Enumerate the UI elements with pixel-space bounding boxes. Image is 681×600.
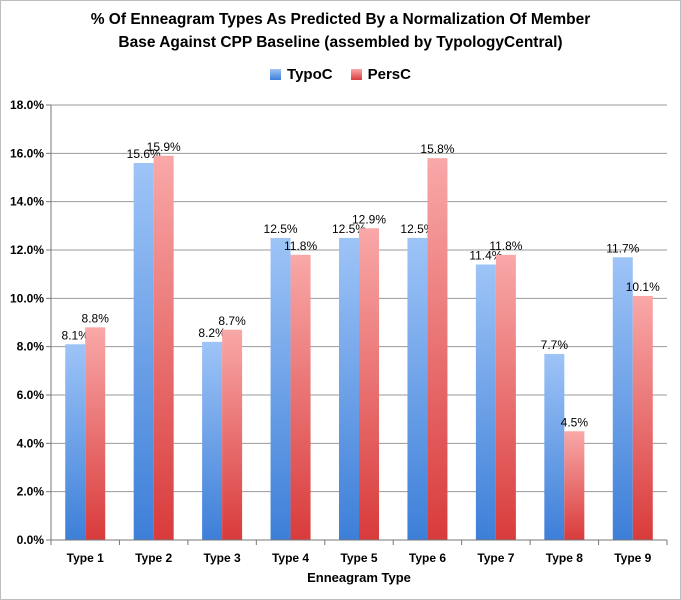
data-label-typoc: 11.7%	[606, 241, 639, 255]
bar-persc	[290, 254, 311, 541]
x-tick-label: Type 6	[409, 551, 446, 565]
bar-typoc	[475, 264, 496, 540]
data-label-persc: 15.8%	[420, 142, 454, 156]
chart-legend: TypoC PersC	[0, 66, 681, 83]
y-tick-label: 18.0%	[10, 98, 44, 112]
y-tick-label: 8.0%	[17, 340, 45, 354]
y-tick-label: 2.0%	[17, 485, 45, 499]
data-label-typoc: 12.5%	[332, 222, 366, 236]
chart-title-line-2: Base Against CPP Baseline (assembled by …	[118, 34, 563, 51]
bar-persc	[495, 254, 516, 541]
bar-persc	[153, 155, 174, 540]
y-tick-label: 0.0%	[17, 533, 45, 547]
data-label-typoc: 12.5%	[400, 222, 434, 236]
bar-typoc	[65, 344, 86, 540]
x-tick-label: Type 8	[546, 551, 583, 565]
data-label-persc: 15.9%	[147, 140, 181, 154]
bar-persc	[85, 327, 106, 540]
y-tick-label: 12.0%	[10, 243, 44, 257]
bar-persc	[632, 295, 653, 540]
data-label-persc: 10.1%	[626, 280, 660, 294]
y-tick-label: 16.0%	[10, 146, 44, 160]
y-tick-label: 6.0%	[17, 388, 45, 402]
data-label-typoc: 12.5%	[264, 222, 298, 236]
data-label-typoc: 8.2%	[198, 326, 226, 340]
legend-label-persc: PersC	[367, 66, 411, 83]
x-tick-label: Type 7	[477, 551, 514, 565]
data-label-typoc: 15.6%	[127, 147, 161, 161]
data-label-persc: 11.8%	[284, 239, 317, 253]
legend-item-typoc: TypoC	[270, 66, 333, 83]
data-label-persc: 11.8%	[489, 239, 522, 253]
x-tick-label: Type 4	[272, 551, 309, 565]
data-label-persc: 12.9%	[352, 212, 386, 226]
bar-typoc	[133, 163, 154, 540]
bar-typoc	[270, 237, 291, 540]
bar-persc	[359, 228, 379, 540]
bar-typoc	[339, 237, 359, 540]
x-tick-label: Type 1	[67, 551, 104, 565]
data-label-persc: 8.8%	[82, 311, 110, 325]
data-label-persc: 4.5%	[561, 415, 589, 429]
chart-title: % Of Enneagram Types As Predicted By a N…	[0, 8, 681, 54]
bar-typoc	[202, 341, 223, 540]
legend-swatch-persc	[350, 69, 362, 80]
y-tick-label: 10.0%	[10, 291, 44, 305]
data-label-persc: 8.7%	[218, 314, 246, 328]
data-label-typoc: 7.7%	[541, 338, 569, 352]
y-tick-label: 4.0%	[17, 436, 45, 450]
legend-item-persc: PersC	[350, 66, 411, 83]
bar-typoc	[544, 353, 565, 540]
legend-swatch-typoc	[270, 69, 282, 80]
data-label-typoc: 8.1%	[62, 328, 90, 342]
x-tick-label: Type 5	[340, 551, 377, 565]
x-tick-label: Type 9	[614, 551, 651, 565]
bar-typoc	[407, 237, 428, 540]
bar-persc	[564, 431, 585, 540]
y-tick-label: 14.0%	[10, 195, 44, 209]
bar-persc	[427, 158, 448, 540]
x-axis-title: Enneagram Type	[307, 570, 411, 585]
x-tick-label: Type 3	[204, 551, 241, 565]
bar-persc	[222, 329, 243, 540]
x-tick-label: Type 2	[135, 551, 172, 565]
legend-label-typoc: TypoC	[287, 66, 333, 83]
data-label-typoc: 11.4%	[469, 249, 502, 263]
bar-typoc	[612, 257, 633, 540]
chart-title-line-1: % Of Enneagram Types As Predicted By a N…	[90, 11, 591, 28]
